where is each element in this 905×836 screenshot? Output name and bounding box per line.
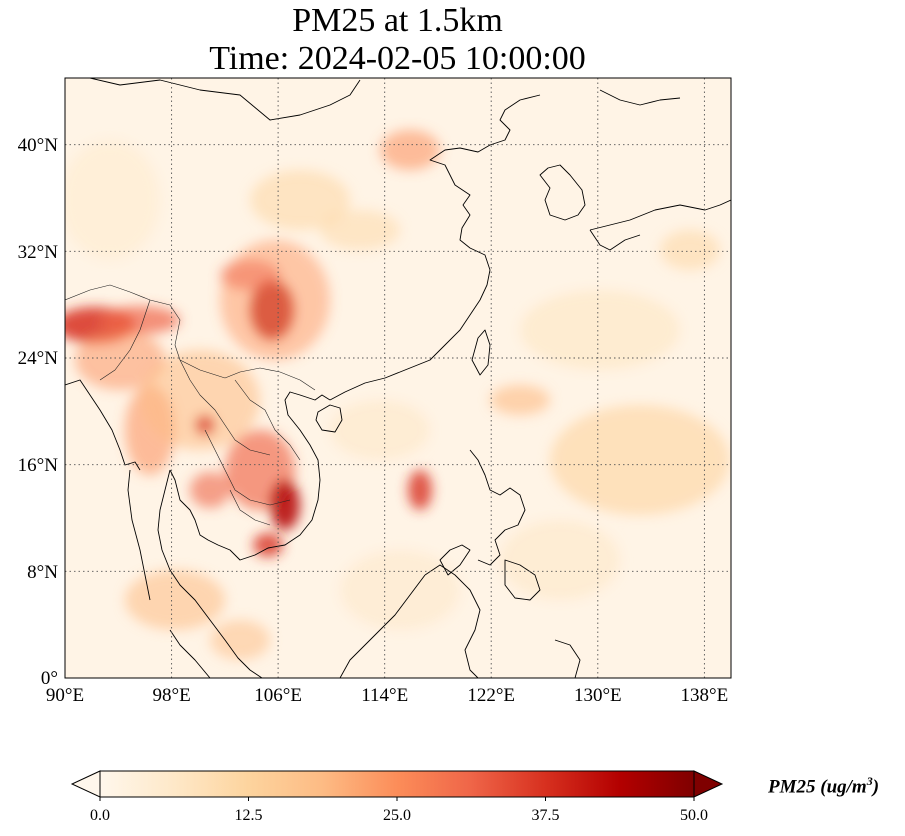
lat-tick-labels: 0° 8°N 16°N 24°N 32°N 40°N [18,135,59,689]
lat-tick-label: 40°N [18,135,59,156]
lon-tick-label: 98°E [152,685,190,706]
map-title: PM25 at 1.5km Time: 2024-02-05 10:00:00 [0,2,795,78]
lon-tick-label: 122°E [467,685,515,706]
colorbar-tick-label: 25.0 [383,807,411,824]
lat-tick-label: 24°N [18,348,59,369]
lon-tick-label: 130°E [574,685,622,706]
colorbar: 0.0 12.5 25.0 37.5 50.0 [70,770,724,824]
colorbar-tick-label: 37.5 [532,807,560,824]
lat-tick-label: 0° [41,668,58,689]
colorbar-extend-min [70,770,101,798]
lat-tick-label: 8°N [27,562,58,583]
colorbar-label-close: ) [872,776,880,798]
lon-tick-label: 90°E [46,685,84,706]
colorbar-label-sup: 3 [866,774,873,788]
lon-tick-label: 106°E [254,685,302,706]
lon-tick-label: 114°E [361,685,408,706]
map-plot-area [65,78,731,678]
map-title-line2: Time: 2024-02-05 10:00:00 [209,40,586,77]
colorbar-gradient [100,771,694,797]
country-borders [65,284,316,526]
map-title-line1: PM25 at 1.5km [292,2,503,39]
lat-tick-label: 16°N [18,455,59,476]
lon-tick-label: 138°E [681,685,729,706]
lat-tick-label: 32°N [18,242,59,263]
pm25-field [65,130,730,660]
colorbar-tick-label: 0.0 [90,807,110,824]
colorbar-extend-max [693,770,724,798]
gridlines [65,78,731,678]
colorbar-label: PM25 (ug/m3) [768,774,879,798]
coastlines [65,78,731,678]
lon-tick-labels: 90°E 98°E 106°E 114°E 122°E 130°E 138°E [46,685,728,706]
map-frame [64,77,732,679]
colorbar-tick-label: 50.0 [680,807,708,824]
colorbar-label-text: PM25 (ug/m [768,776,867,798]
colorbar-tick-label: 12.5 [235,807,263,824]
